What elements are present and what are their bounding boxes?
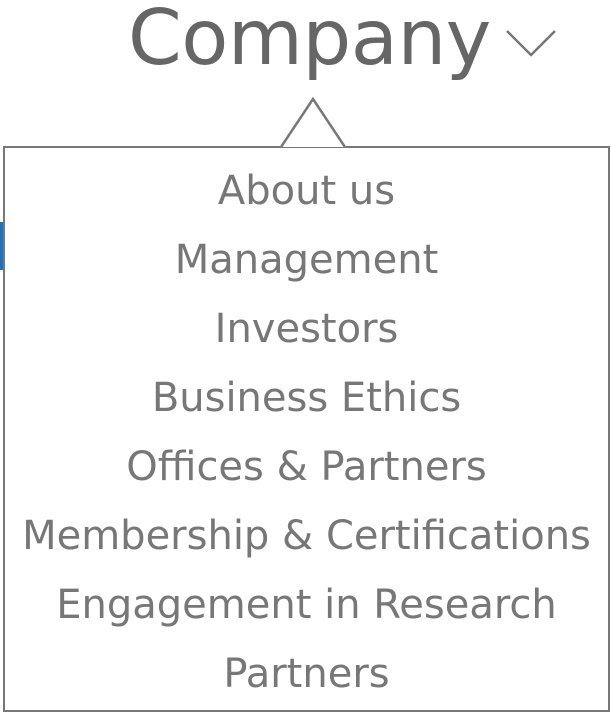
menu-item-investors[interactable]: Investors: [214, 306, 399, 352]
menu-item-offices-partners[interactable]: Offices & Partners: [126, 444, 487, 490]
menu-item-business-ethics[interactable]: Business Ethics: [151, 375, 462, 421]
menu-item-management[interactable]: Management: [174, 237, 439, 283]
menu-item-about-us[interactable]: About us: [217, 168, 396, 214]
background-fragment: [0, 222, 3, 270]
menu-title: Company: [128, 0, 491, 83]
menu-list: About us Management Investors Business E…: [5, 162, 608, 714]
menu-item-membership-certifications[interactable]: Membership & Certifications: [22, 513, 591, 559]
dropdown-menu: About us Management Investors Business E…: [3, 146, 610, 712]
menu-item-engagement-in-research[interactable]: Engagement in Research: [56, 582, 557, 628]
menu-item-partners[interactable]: Partners: [223, 651, 390, 697]
company-menu-trigger[interactable]: Company: [128, 0, 557, 84]
caret-up-icon: [280, 96, 346, 148]
chevron-down-icon: [505, 30, 556, 57]
